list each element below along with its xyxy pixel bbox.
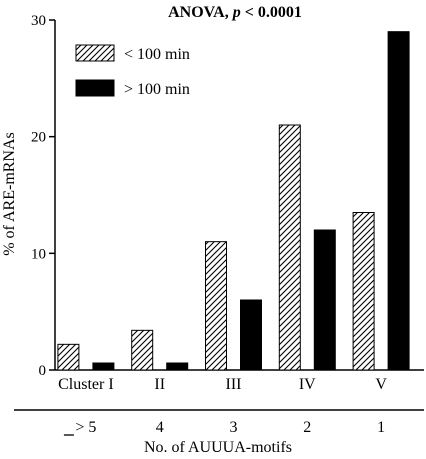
motif-count-label: 4 xyxy=(156,419,164,436)
y-tick-label: 10 xyxy=(31,246,46,262)
y-tick-label: 0 xyxy=(39,363,47,379)
bar-short-halflife xyxy=(57,343,80,371)
legend-label: > 100 min xyxy=(124,81,190,98)
y-tick-label: 20 xyxy=(31,130,46,146)
bars xyxy=(57,31,410,371)
bar-long-halflife xyxy=(166,362,189,371)
legend: < 100 min > 100 min xyxy=(75,44,190,98)
y-tick-label: 30 xyxy=(31,13,46,29)
category-label: III xyxy=(226,376,242,393)
legend-label: < 100 min xyxy=(124,46,190,63)
category-label: II xyxy=(154,376,165,393)
motif-count-label: 2 xyxy=(303,419,311,436)
motif-count-label: > 5 xyxy=(75,419,96,436)
bar-short-halflife xyxy=(131,329,154,371)
motif-count-label: 1 xyxy=(377,419,385,436)
y-axis-label: % of ARE-mRNAs xyxy=(1,132,18,256)
bar-long-halflife xyxy=(387,31,410,371)
category-label: Cluster I xyxy=(58,376,114,393)
bar-long-halflife xyxy=(240,299,262,371)
bar-short-halflife xyxy=(205,241,227,371)
bar-long-halflife xyxy=(92,362,115,371)
x-axis-label: No. of AUUUA-motifs xyxy=(144,439,292,456)
chart-title: ANOVA, p < 0.0001 xyxy=(168,4,302,21)
bar-short-halflife xyxy=(278,124,301,371)
motif-count-label: 3 xyxy=(230,419,238,436)
bar-long-halflife xyxy=(313,229,336,371)
legend-swatch-solid xyxy=(75,79,115,97)
category-label: V xyxy=(375,376,387,393)
bar-short-halflife xyxy=(352,212,375,371)
legend-swatch-hatched xyxy=(75,44,115,62)
category-label: IV xyxy=(299,376,316,393)
